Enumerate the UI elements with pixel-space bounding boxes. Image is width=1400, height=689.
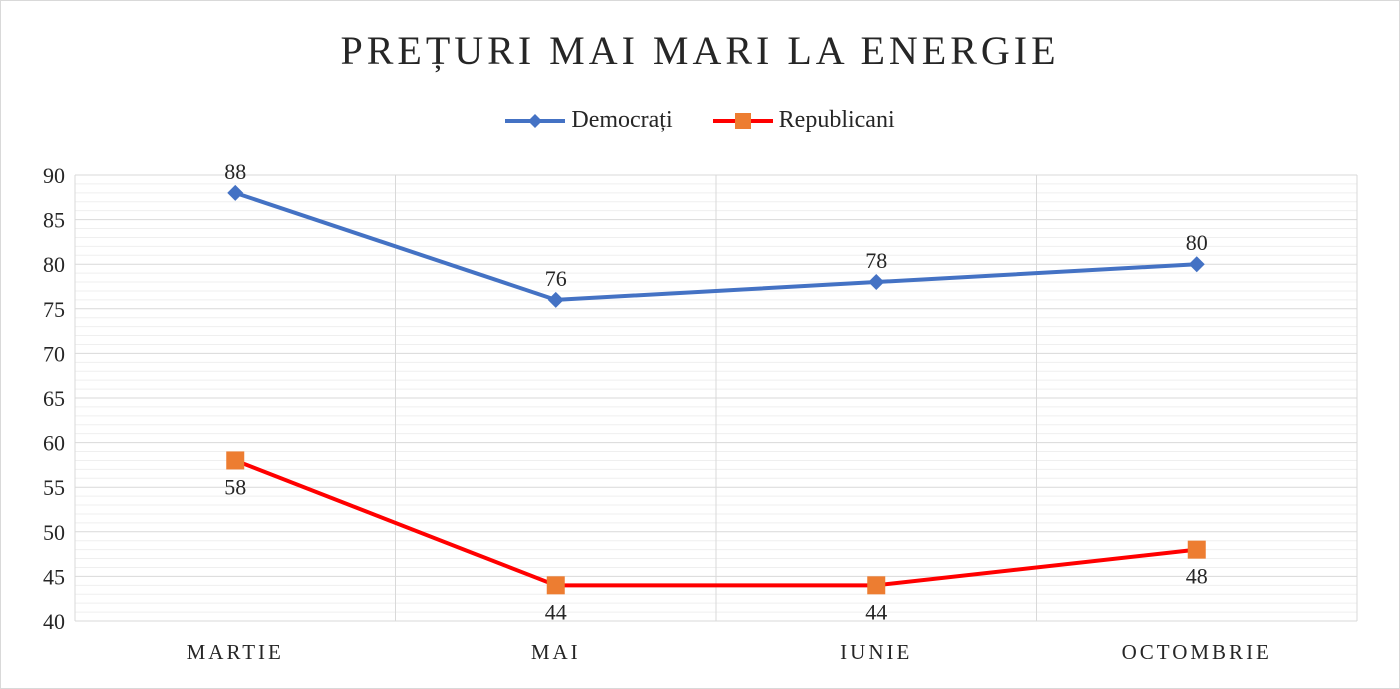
x-tick-label: MAI <box>531 640 581 664</box>
data-point-square <box>867 576 886 595</box>
data-point-square <box>1187 540 1206 559</box>
x-tick-label: MARTIE <box>187 640 284 664</box>
data-point-square <box>546 576 565 595</box>
data-label: 44 <box>865 599 887 624</box>
legend-line-marker-blue <box>505 113 566 128</box>
data-point-diamond <box>1188 256 1205 273</box>
data-label: 48 <box>1186 564 1208 589</box>
data-point-diamond <box>868 274 885 291</box>
legend: Democrați Republicani <box>1 107 1399 134</box>
y-tick-label: 90 <box>43 163 65 188</box>
y-tick-label: 40 <box>43 609 65 634</box>
y-tick-label: 85 <box>43 208 65 233</box>
chart-title: PREȚURI MAI MARI LA ENERGIE <box>340 28 1060 73</box>
data-point-diamond <box>227 184 244 201</box>
y-tick-label: 65 <box>43 386 65 411</box>
y-tick-label: 55 <box>43 475 65 500</box>
data-label: 78 <box>865 248 887 273</box>
x-tick-label: OCTOMBRIE <box>1122 640 1272 664</box>
data-label: 88 <box>224 159 246 184</box>
data-label: 76 <box>545 266 567 291</box>
legend-item-democrati: Democrați <box>505 107 673 134</box>
legend-label-democrati: Democrați <box>571 107 673 133</box>
legend-label-republicani: Republicani <box>778 107 895 133</box>
data-label: 58 <box>224 474 246 499</box>
y-tick-label: 50 <box>43 520 65 545</box>
y-tick-label: 60 <box>43 431 65 456</box>
legend-line-marker-red <box>712 112 773 129</box>
y-tick-label: 80 <box>43 252 65 277</box>
y-tick-label: 70 <box>43 341 65 366</box>
data-point-diamond <box>547 291 564 308</box>
legend-item-republicani: Republicani <box>712 107 895 134</box>
y-tick-label: 75 <box>43 297 65 322</box>
x-tick-label: IUNIE <box>840 640 912 664</box>
y-tick-label: 45 <box>43 564 65 589</box>
data-label: 44 <box>545 599 567 624</box>
series-line-0 <box>234 190 1197 302</box>
data-point-square <box>226 451 245 470</box>
series-line-1 <box>234 458 1197 588</box>
data-label: 80 <box>1186 230 1208 255</box>
